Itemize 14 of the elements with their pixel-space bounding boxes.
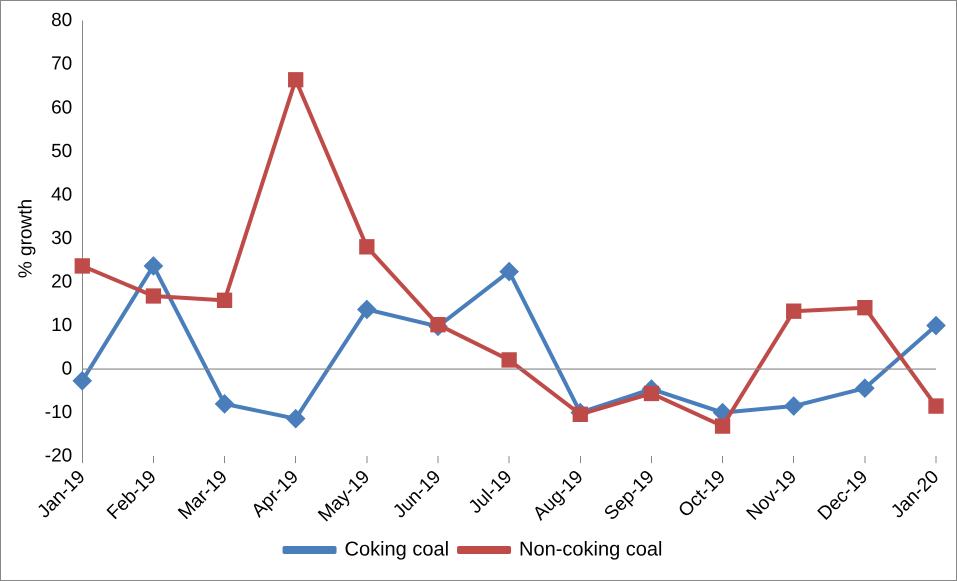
y-tick-label: 20 <box>51 271 72 292</box>
y-tick-label: 50 <box>51 140 72 162</box>
legend-label: Non-coking coal <box>519 538 662 561</box>
y-tick-label: 80 <box>51 10 72 32</box>
y-tick-label: 60 <box>51 97 72 118</box>
y-tick-label: 40 <box>51 184 72 206</box>
y-tick-label: 70 <box>51 54 72 75</box>
y-tick-label: -10 <box>44 402 72 423</box>
y-tick-label: 10 <box>51 314 72 336</box>
y-tick-label: 0 <box>62 358 72 380</box>
y-tick-label: -20 <box>44 445 72 466</box>
legend-label: Coking coal <box>344 538 450 561</box>
y-axis-title: % growth <box>16 198 37 278</box>
y-tick-label: 30 <box>51 228 72 249</box>
